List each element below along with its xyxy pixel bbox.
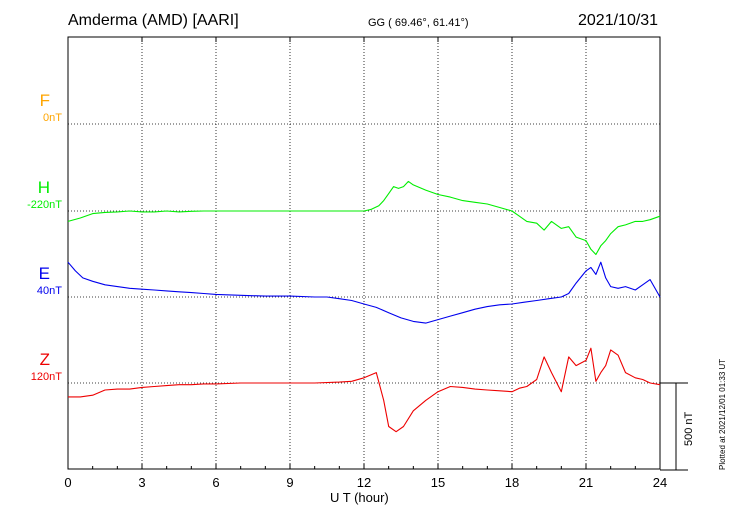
component-name-e: E bbox=[38, 264, 50, 283]
station-coordinates: GG ( 69.46°, 61.41°) bbox=[368, 17, 469, 29]
x-tick-label: 21 bbox=[579, 475, 593, 490]
component-name-z: Z bbox=[39, 350, 50, 369]
component-name-h: H bbox=[37, 178, 50, 197]
station-title: Amderma (AMD) [AARI] bbox=[68, 12, 239, 29]
x-tick-label: 18 bbox=[505, 475, 519, 490]
component-baseline-h: -220nT bbox=[27, 199, 62, 211]
x-tick-label: 9 bbox=[286, 475, 293, 490]
x-axis-label: U T (hour) bbox=[330, 490, 389, 505]
plotted-timestamp: Plotted at 2021/12/01 01:33 UT bbox=[718, 358, 727, 470]
x-tick-label: 3 bbox=[138, 475, 145, 490]
series-line-z bbox=[68, 347, 661, 433]
x-tick-label: 0 bbox=[64, 475, 71, 490]
x-tick-label: 15 bbox=[431, 475, 445, 490]
component-baseline-z: 120nT bbox=[30, 371, 62, 383]
x-tick-label: 6 bbox=[212, 475, 219, 490]
x-tick-label: 12 bbox=[357, 475, 371, 490]
series-line-e bbox=[67, 261, 661, 324]
x-tick-label: 24 bbox=[653, 475, 667, 490]
chart-date: 2021/10/31 bbox=[578, 12, 659, 29]
series-line-h bbox=[67, 180, 661, 256]
scale-bar-label: 500 nT bbox=[683, 411, 695, 446]
component-name-f: F bbox=[39, 91, 50, 110]
component-baseline-e: 40nT bbox=[36, 285, 62, 297]
component-baseline-f: 0nT bbox=[43, 112, 62, 124]
